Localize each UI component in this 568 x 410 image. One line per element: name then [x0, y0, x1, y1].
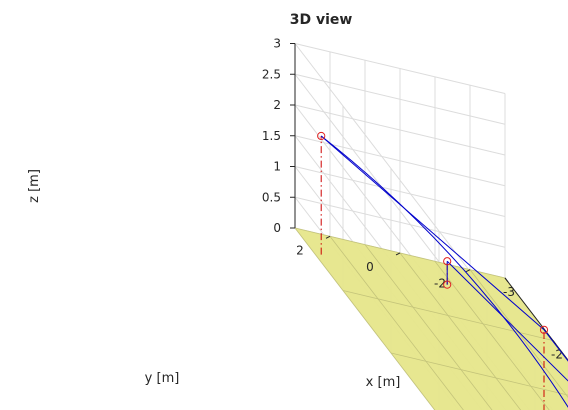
z-axis-label: z [m] [27, 169, 42, 203]
y-tick-label: 0 [366, 260, 374, 274]
waypoint-marker [443, 257, 452, 266]
floor-grid-line [399, 252, 522, 410]
chart-title: 3D view [290, 12, 353, 28]
floor-grid-line [294, 227, 436, 410]
ground-plane [295, 228, 568, 410]
y-tick-label: 2 [296, 243, 304, 257]
z-tick-label: 0 [273, 221, 281, 235]
waypoint-marker [539, 325, 549, 334]
z-tick-label: 0.5 [262, 190, 281, 204]
z-tick-label: 1 [273, 160, 281, 174]
y-tick [395, 252, 401, 256]
floor-grid-line [469, 269, 568, 398]
x-tick-label: -3 [503, 285, 515, 299]
path-segment [320, 135, 568, 408]
waypoint-marker [317, 131, 326, 141]
path-segment [543, 329, 568, 362]
path-segment [446, 260, 568, 382]
data-layer [317, 131, 568, 410]
ground-plane-layer [294, 227, 568, 410]
y-tick [465, 269, 471, 273]
waypoint-marker [443, 280, 452, 289]
z-tick-label: 2 [273, 98, 281, 112]
z-tick-label: 1.5 [262, 129, 281, 143]
z-tick-label: 3 [273, 37, 281, 51]
x-tick [504, 277, 509, 283]
y-tick-label: -2 [434, 277, 446, 291]
y-axis-label: y [m] [145, 371, 180, 386]
z-tick-label: 2.5 [262, 67, 281, 81]
path-segment [320, 135, 545, 331]
floor-grid-line [434, 261, 550, 410]
floor-grid-line [364, 244, 493, 410]
x-axis-label: x [m] [366, 375, 401, 390]
x-tick-label: -2 [551, 347, 563, 361]
floor-grid-line [329, 236, 464, 410]
x-tick [552, 340, 557, 345]
y-tick [325, 235, 331, 239]
